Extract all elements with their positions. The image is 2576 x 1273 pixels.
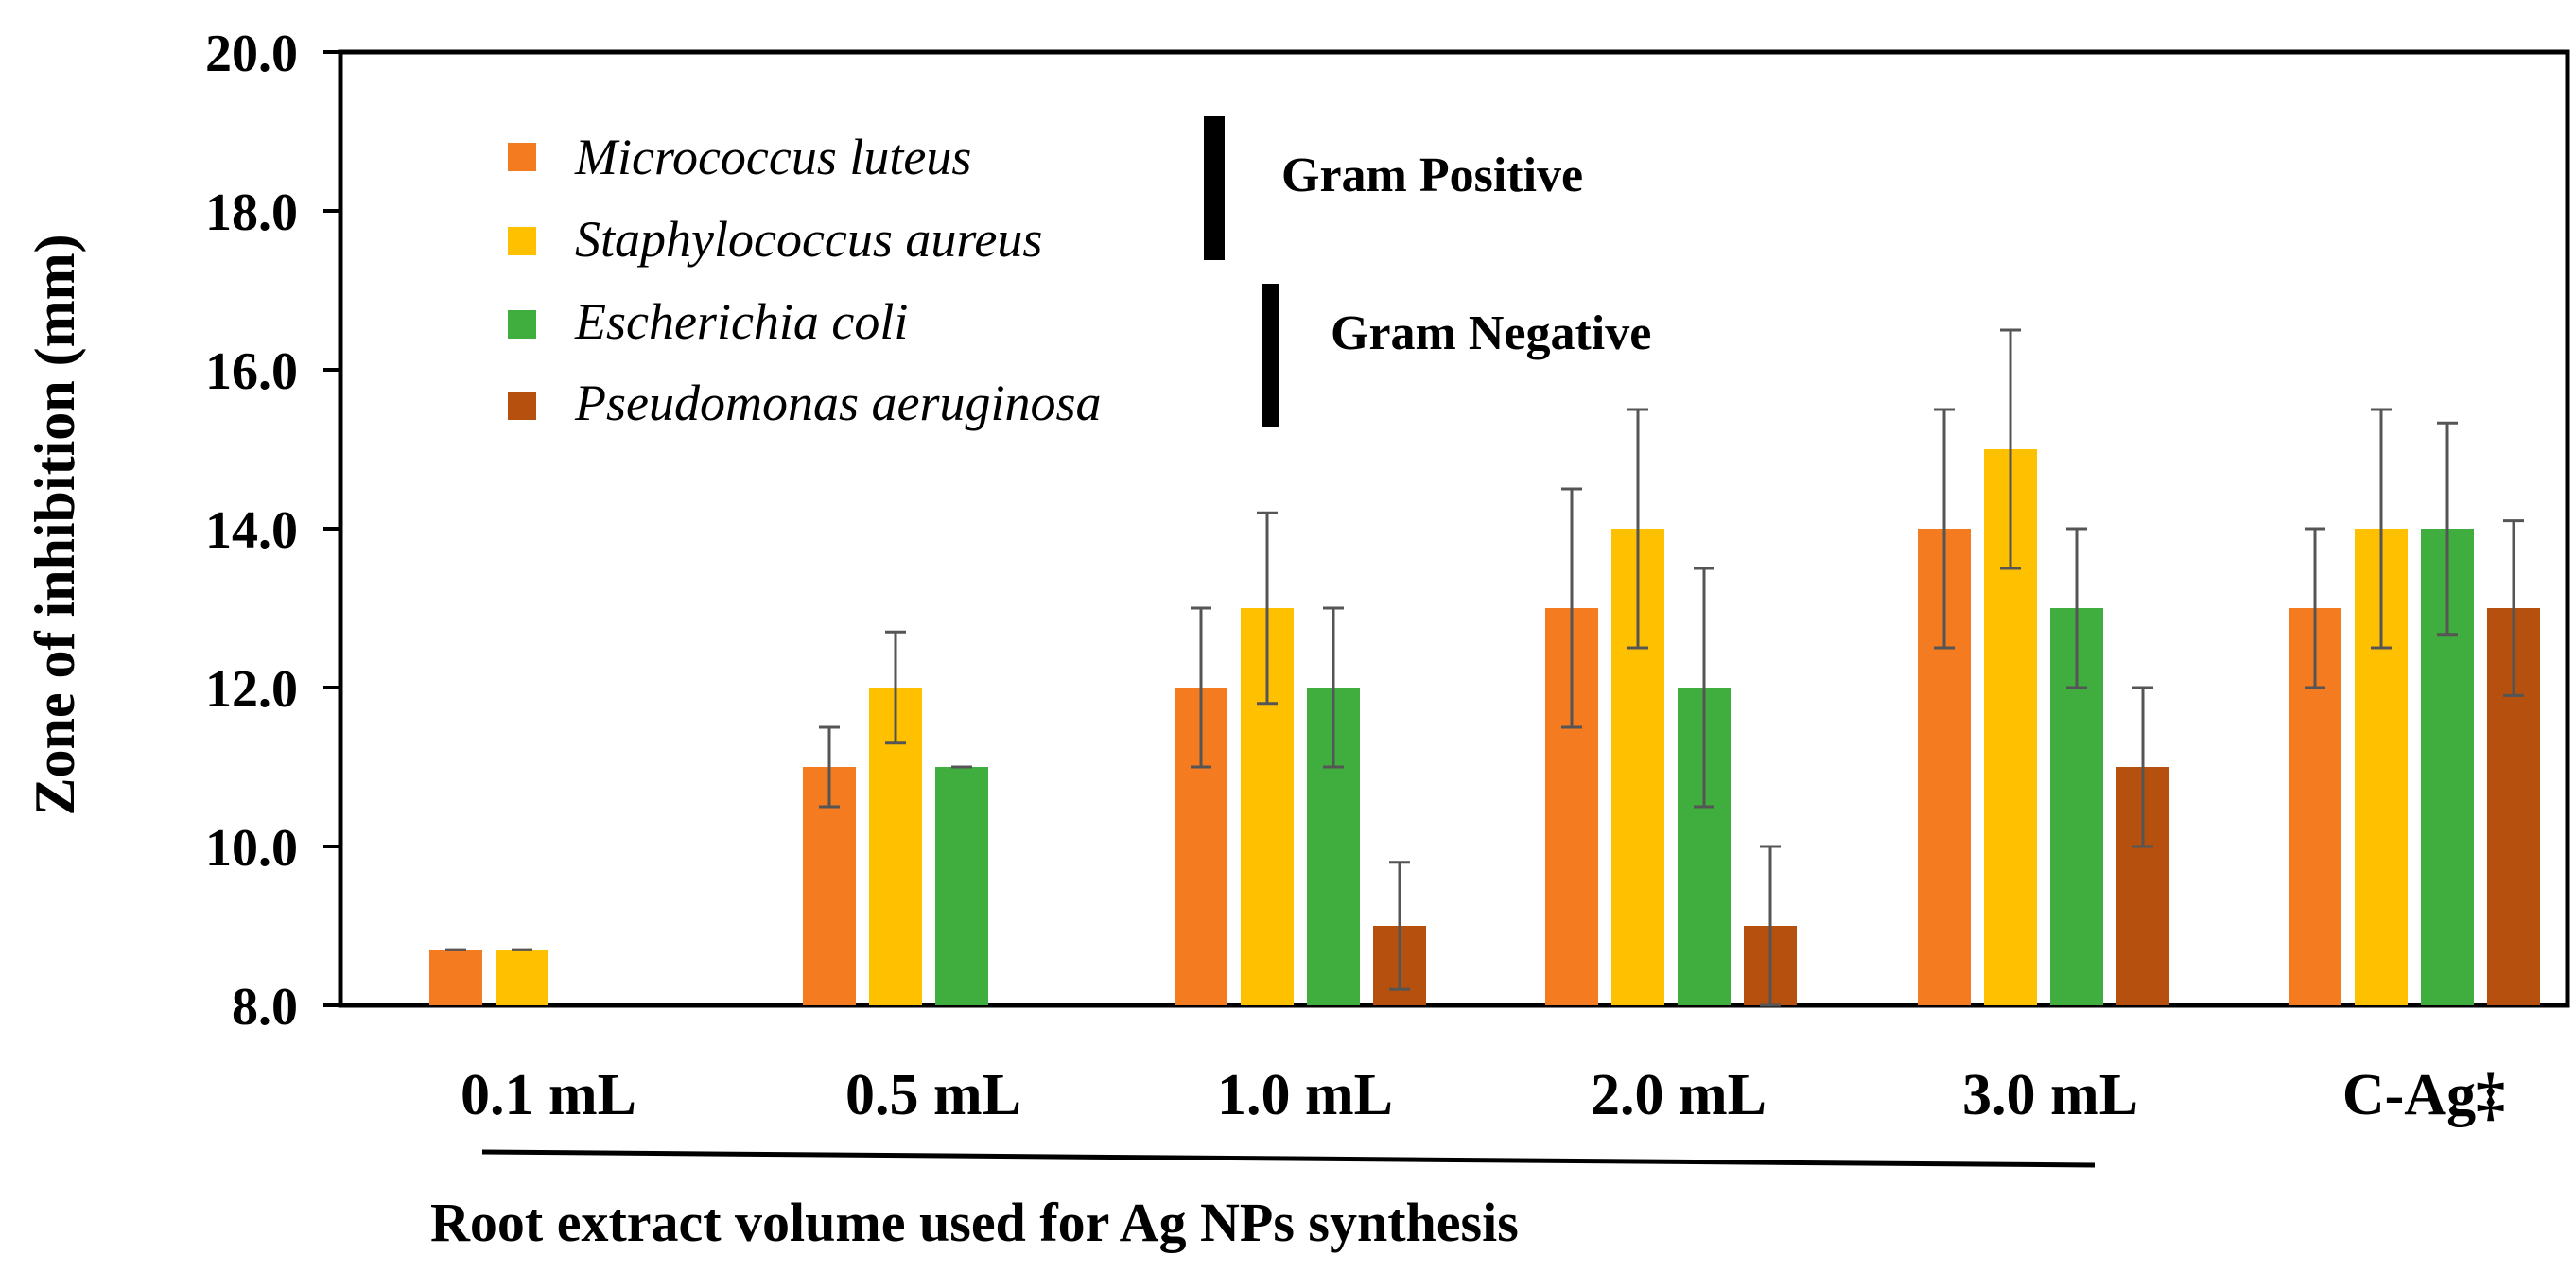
y-tick-label: 16.0 bbox=[205, 342, 298, 401]
bar-escherichia-coli-1 bbox=[935, 767, 988, 1005]
x-tick-label: 0.5 mL bbox=[845, 1063, 1021, 1127]
y-axis-ticks: 8.0 10.0 12.0 14.0 16.0 18.0 20.0 bbox=[205, 25, 340, 1037]
bar-staphylococcus-aureus-0 bbox=[496, 950, 548, 1005]
y-tick-label: 18.0 bbox=[205, 183, 298, 242]
x-group-bracket-line bbox=[481, 1149, 2096, 1168]
y-tick-label: 12.0 bbox=[205, 660, 298, 719]
legend-label: Escherichia coli bbox=[574, 293, 908, 350]
legend-swatch-escherichia-coli bbox=[508, 310, 536, 339]
bars bbox=[429, 449, 2540, 1005]
gram-positive-bracket bbox=[1204, 116, 1225, 260]
gram-positive-label: Gram Positive bbox=[1281, 148, 1583, 202]
legend-label: Staphylococcus aureus bbox=[575, 211, 1042, 268]
legend-swatch-micrococcus-luteus bbox=[508, 143, 536, 171]
bar-micrococcus-luteus-0 bbox=[429, 950, 482, 1005]
legend: Micrococcus luteus Staphylococcus aureus E… bbox=[508, 116, 1651, 431]
gram-negative-label: Gram Negative bbox=[1331, 306, 1651, 360]
legend-label: Micrococcus luteus bbox=[574, 129, 971, 185]
legend-swatch-pseudomonas-aeruginosa bbox=[508, 392, 536, 420]
x-tick-label: C-Ag‡ bbox=[2342, 1063, 2505, 1127]
x-axis-label: Root extract volume used for Ag NPs synt… bbox=[430, 1192, 1519, 1253]
x-tick-label: 2.0 mL bbox=[1591, 1063, 1767, 1127]
legend-label: Pseudomonas aeruginosa bbox=[574, 375, 1101, 431]
x-tick-label: 0.1 mL bbox=[461, 1063, 636, 1127]
y-axis-label: Zone of inhibition (mm) bbox=[24, 234, 86, 815]
x-tick-label: 3.0 mL bbox=[1962, 1063, 2138, 1127]
y-tick-label: 20.0 bbox=[205, 25, 298, 83]
y-tick-label: 14.0 bbox=[205, 501, 298, 560]
y-tick-label: 10.0 bbox=[205, 819, 298, 878]
error-bars bbox=[445, 328, 2524, 1007]
y-tick-label: 8.0 bbox=[232, 978, 298, 1037]
x-tick-label: 1.0 mL bbox=[1217, 1063, 1393, 1127]
gram-negative-bracket bbox=[1262, 284, 1279, 427]
legend-swatch-staphylococcus-aureus bbox=[508, 227, 536, 255]
x-axis-ticks: 0.1 mL 0.5 mL 1.0 mL 2.0 mL 3.0 mL C-Ag‡ bbox=[461, 1063, 2505, 1127]
